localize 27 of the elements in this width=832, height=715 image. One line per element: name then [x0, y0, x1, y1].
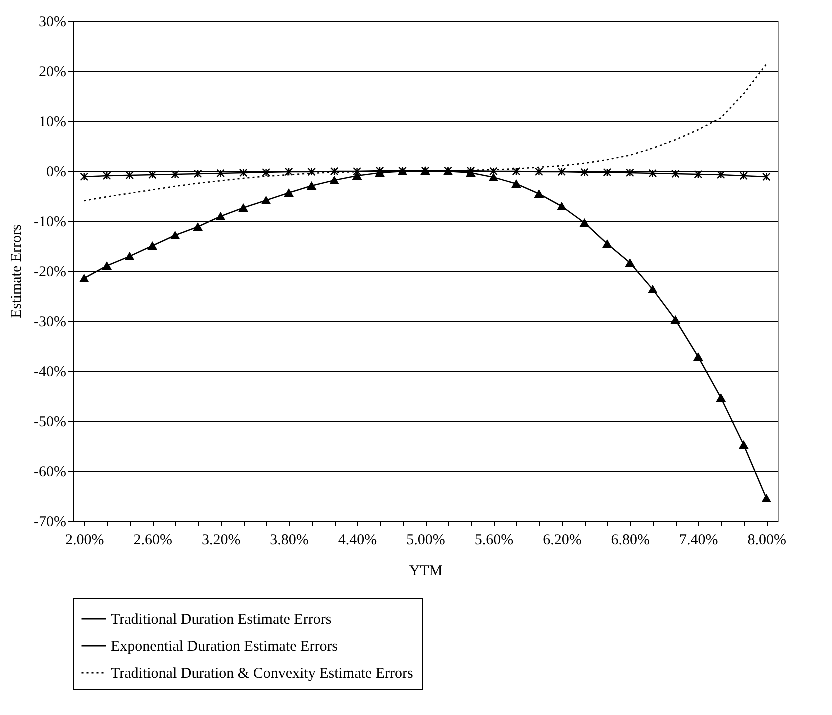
x-tick-label: 8.00%	[748, 532, 787, 548]
y-tick-label: 10%	[39, 114, 66, 130]
x-tick-label: 3.80%	[270, 532, 309, 548]
y-tick-label: -10%	[34, 214, 66, 230]
y-tick-label: -30%	[34, 314, 66, 330]
y-tick-label: -20%	[34, 264, 66, 280]
x-tick-label: 2.60%	[134, 532, 172, 548]
y-tick-label: 0%	[46, 164, 66, 180]
y-tick-label: 30%	[39, 14, 66, 30]
x-tick-label: 5.00%	[406, 532, 446, 548]
x-tick-label: 5.60%	[474, 532, 514, 548]
x-tick-label: 7.40%	[680, 532, 718, 548]
x-tick-label: 6.20%	[543, 532, 582, 548]
legend-label: Exponential Duration Estimate Errors	[111, 639, 338, 655]
y-tick-label: -40%	[34, 364, 66, 380]
x-tick-label: 4.40%	[338, 532, 378, 548]
y-tick-label: -50%	[34, 414, 66, 430]
legend-label: Traditional Duration & Convexity Estimate Errors	[111, 666, 414, 682]
x-axis-title: YTM	[409, 564, 443, 580]
legend-label: Traditional Duration Estimate Errors	[111, 612, 332, 628]
x-tick-label: 3.20%	[202, 532, 241, 548]
y-tick-label: 20%	[39, 64, 66, 80]
x-tick-label: 6.80%	[611, 532, 650, 548]
y-axis-title: Estimate Errors	[9, 224, 26, 318]
x-tick-label: 2.00%	[65, 532, 104, 548]
y-tick-label: -70%	[34, 514, 66, 530]
y-tick-label: -60%	[34, 464, 66, 480]
